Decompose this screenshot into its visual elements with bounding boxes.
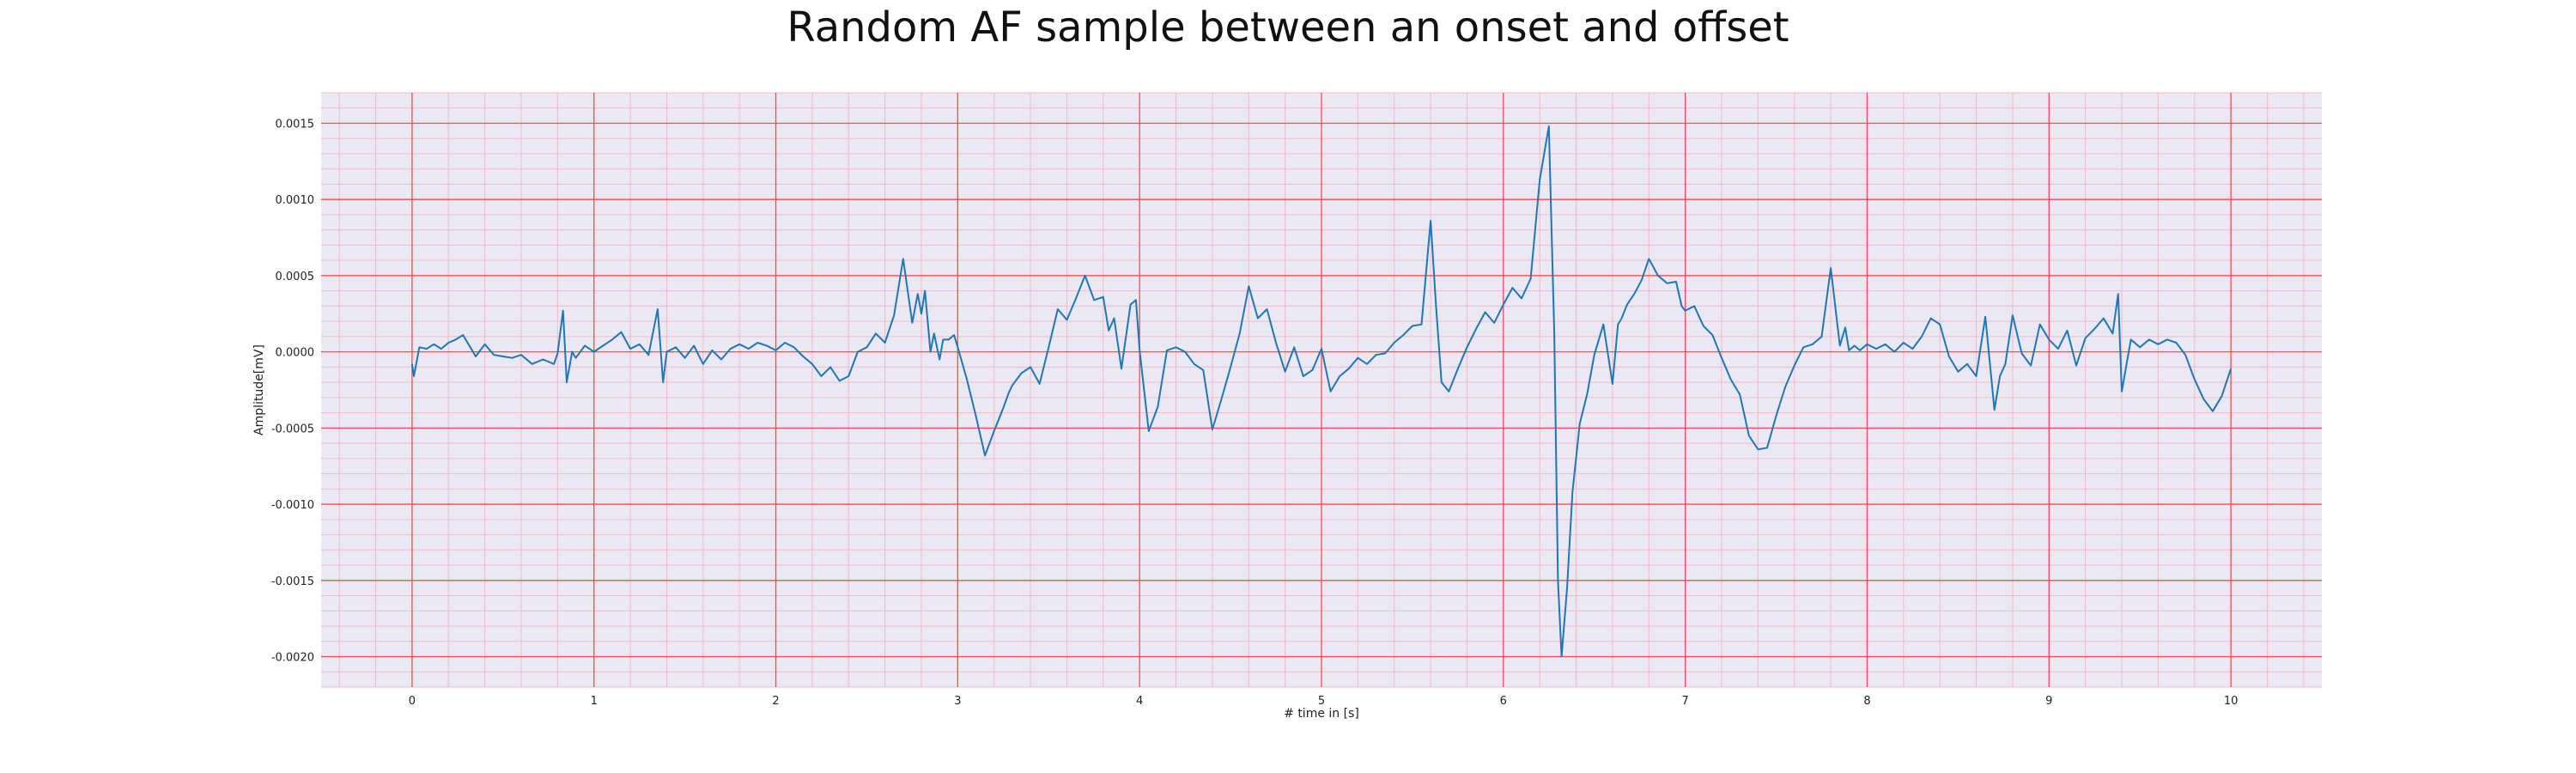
x-tick-label: 3 [954, 695, 961, 708]
y-tick-label: -0.0020 [271, 652, 314, 665]
x-tick-label: 4 [1136, 695, 1143, 708]
y-tick-label: -0.0010 [271, 499, 314, 512]
x-tick-label: 1 [591, 695, 598, 708]
y-tick-labels: 0.0015 0.0010 0.0005 0.0000 -0.0005 -0.0010 -0… [271, 118, 314, 664]
x-tick-labels: 0 1 2 3 4 5 6 7 8 9 10 [409, 695, 2239, 708]
y-tick-label: -0.0005 [271, 423, 314, 435]
x-axis-label: # time in [s] [1284, 707, 1359, 721]
y-tick-label: 0.0015 [276, 118, 315, 131]
y-tick-label: 0.0000 [276, 347, 315, 360]
y-axis-label: Amplitude[mV] [252, 344, 266, 435]
x-tick-label: 6 [1500, 695, 1507, 708]
x-tick-label: 2 [772, 695, 779, 708]
x-tick-label: 8 [1863, 695, 1870, 708]
x-tick-label: 0 [409, 695, 416, 708]
x-tick-label: 10 [2224, 695, 2239, 708]
y-tick-label: -0.0015 [271, 575, 314, 588]
x-tick-label: 7 [1681, 695, 1688, 708]
chart-title: Random AF sample between an onset and of… [787, 3, 1789, 52]
x-tick-label: 5 [1318, 695, 1325, 708]
x-tick-label: 9 [2045, 695, 2052, 708]
y-tick-label: 0.0005 [276, 271, 315, 283]
y-tick-label: 0.0010 [276, 194, 315, 207]
series-line [410, 125, 2233, 658]
